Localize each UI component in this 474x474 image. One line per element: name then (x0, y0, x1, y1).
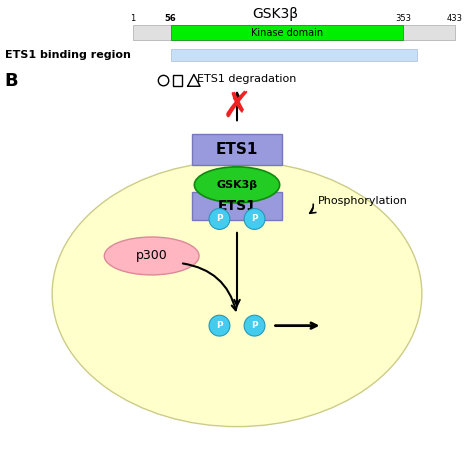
Bar (133, 25, 455, 40)
Ellipse shape (104, 237, 199, 275)
Ellipse shape (194, 167, 280, 203)
Text: 433: 433 (447, 14, 463, 23)
Text: 56: 56 (165, 14, 176, 23)
Text: P: P (216, 321, 223, 330)
Text: ETS1 binding region: ETS1 binding region (5, 49, 131, 60)
Text: Phosphorylation: Phosphorylation (318, 196, 408, 207)
Text: Kinase domain: Kinase domain (251, 27, 323, 38)
Circle shape (209, 315, 230, 336)
FancyBboxPatch shape (192, 192, 282, 220)
Bar (171, 49, 417, 61)
Text: ✗: ✗ (222, 90, 252, 124)
Text: 353: 353 (395, 14, 411, 23)
Text: P: P (251, 321, 258, 330)
Text: p300: p300 (136, 249, 167, 263)
Ellipse shape (52, 161, 422, 427)
Circle shape (244, 315, 265, 336)
Text: B: B (5, 72, 18, 90)
Circle shape (209, 209, 230, 229)
Bar (173, 75, 182, 86)
Text: GSK3β: GSK3β (217, 180, 257, 190)
Text: P: P (216, 215, 223, 223)
Text: P: P (251, 215, 258, 223)
Text: GSK3β: GSK3β (252, 7, 298, 21)
Text: ETS1: ETS1 (216, 142, 258, 157)
Bar (171, 25, 403, 40)
Text: 1: 1 (130, 14, 136, 23)
Text: ETS1: ETS1 (218, 199, 256, 213)
Text: ETS1 degradation: ETS1 degradation (197, 74, 296, 84)
Circle shape (244, 209, 265, 229)
FancyBboxPatch shape (192, 134, 282, 165)
